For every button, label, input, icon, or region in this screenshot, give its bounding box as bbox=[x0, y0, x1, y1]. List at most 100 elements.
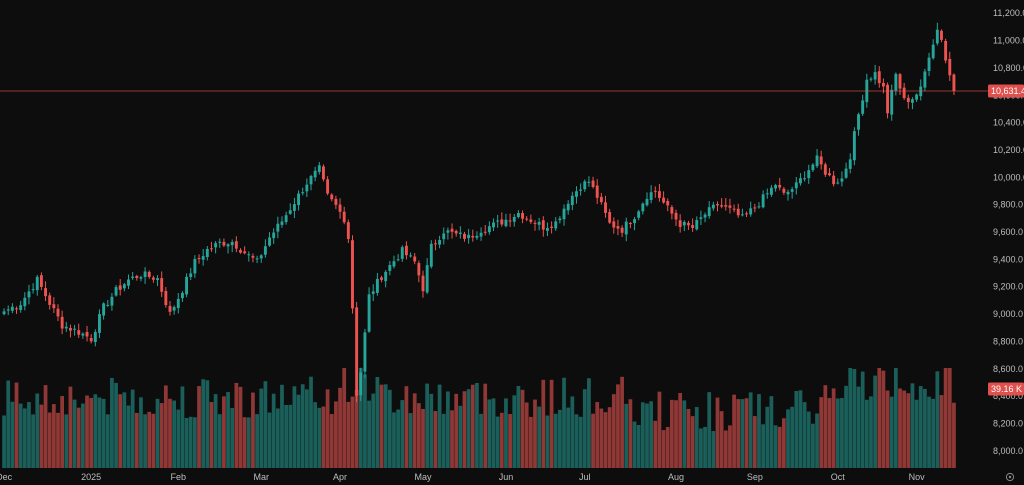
price-tick-label: 10,800.0 bbox=[993, 63, 1024, 73]
volume-bar bbox=[437, 384, 442, 468]
volume-bar bbox=[740, 399, 745, 468]
volume-bar bbox=[773, 425, 778, 468]
candle-body bbox=[521, 213, 525, 219]
volume-bar bbox=[553, 413, 558, 468]
candle-body bbox=[687, 222, 690, 226]
candle-body bbox=[492, 222, 495, 228]
candle-body bbox=[740, 214, 744, 216]
volume-bar bbox=[292, 386, 297, 468]
volume-bar bbox=[22, 408, 27, 468]
candle-body bbox=[243, 251, 247, 254]
candle-body bbox=[56, 308, 60, 317]
volume-bar bbox=[31, 414, 35, 468]
volume-bar bbox=[678, 393, 683, 468]
volume-bar bbox=[777, 426, 782, 468]
candle-body bbox=[334, 198, 338, 205]
candle-body bbox=[778, 184, 782, 188]
candle-body bbox=[537, 221, 541, 225]
volume-bar bbox=[645, 403, 649, 468]
volume-bar bbox=[723, 430, 728, 468]
volume-bar bbox=[719, 411, 724, 468]
volume-bar bbox=[217, 414, 222, 468]
candle-body bbox=[570, 195, 574, 205]
candle-body bbox=[599, 196, 603, 203]
candle-body bbox=[923, 71, 927, 88]
volume-bar bbox=[159, 403, 164, 468]
volume-bar bbox=[76, 407, 81, 468]
volume-bar bbox=[275, 408, 280, 468]
volume-bar bbox=[255, 414, 259, 468]
candle-body bbox=[44, 288, 48, 297]
candle-body bbox=[438, 240, 442, 245]
candle-body bbox=[384, 271, 388, 282]
candle-body bbox=[371, 291, 375, 294]
price-tick-label: 8,600.0 bbox=[993, 364, 1023, 374]
candle-body bbox=[711, 204, 715, 209]
volume-bar bbox=[624, 403, 629, 468]
volume-bar bbox=[134, 412, 139, 468]
candle-body bbox=[297, 193, 301, 206]
time-tick-label: Mar bbox=[253, 472, 269, 482]
volume-bar bbox=[379, 384, 384, 468]
volume-bar bbox=[114, 382, 118, 468]
volume-bar bbox=[180, 386, 185, 468]
volume-bar bbox=[27, 402, 31, 468]
candle-body bbox=[558, 218, 562, 221]
volume-bar bbox=[769, 396, 774, 468]
candle-body bbox=[828, 173, 831, 176]
candle-body bbox=[898, 74, 902, 89]
candle-body bbox=[516, 212, 520, 218]
settings-icon[interactable] bbox=[1005, 472, 1015, 482]
candle-body bbox=[326, 179, 330, 194]
volume-bar bbox=[60, 396, 65, 468]
candle-body bbox=[201, 256, 205, 260]
volume-bar bbox=[387, 389, 392, 468]
candle-body bbox=[168, 305, 172, 312]
candle-body bbox=[496, 220, 500, 222]
candle-body bbox=[803, 178, 807, 180]
candle-body bbox=[881, 82, 885, 87]
volume-bar bbox=[815, 413, 819, 468]
candle-body bbox=[81, 333, 85, 336]
volume-bar bbox=[18, 403, 23, 468]
candle-body bbox=[545, 227, 549, 231]
volume-bar bbox=[408, 413, 413, 468]
volume-bar bbox=[918, 386, 923, 468]
volume-bar bbox=[524, 402, 529, 468]
candle-body bbox=[338, 204, 342, 212]
volume-bar bbox=[690, 416, 695, 468]
volume-bar bbox=[238, 386, 243, 468]
price-tick-label: 9,600.0 bbox=[993, 227, 1023, 237]
volume-bar bbox=[304, 389, 309, 468]
time-tick-label: Nov bbox=[909, 472, 926, 482]
candle-body bbox=[579, 189, 583, 191]
candle-body bbox=[359, 372, 363, 396]
volume-bar bbox=[864, 399, 869, 468]
volume-bar bbox=[259, 388, 264, 468]
price-tick-label: 9,200.0 bbox=[993, 282, 1023, 292]
candle-body bbox=[794, 182, 798, 189]
price-tick-label: 9,000.0 bbox=[993, 309, 1023, 319]
volume-bar bbox=[549, 379, 554, 468]
candle-body bbox=[807, 170, 811, 179]
candle-body bbox=[857, 114, 860, 130]
time-axis[interactable]: Dec 2025 Feb Mar Apr May Jun Jul Aug Sep Oct Nov bbox=[0, 472, 925, 482]
volume-bar bbox=[806, 411, 811, 468]
volume-bar bbox=[230, 407, 235, 468]
candle-body bbox=[886, 84, 890, 114]
candle-body bbox=[915, 94, 919, 100]
candle-body bbox=[48, 295, 52, 305]
candle-body bbox=[948, 58, 952, 76]
volume-bar bbox=[72, 399, 77, 468]
candle-body bbox=[234, 241, 238, 249]
candle-body bbox=[769, 187, 773, 195]
volume-bar bbox=[392, 412, 396, 468]
candle-body bbox=[180, 292, 184, 299]
candle-body bbox=[823, 164, 827, 175]
price-tick-label: 9,800.0 bbox=[993, 200, 1023, 210]
volume-bar bbox=[707, 392, 712, 468]
volume-bar bbox=[636, 424, 641, 468]
candle-body bbox=[500, 219, 504, 225]
volume-bar bbox=[877, 368, 882, 468]
candle-body bbox=[31, 289, 35, 291]
